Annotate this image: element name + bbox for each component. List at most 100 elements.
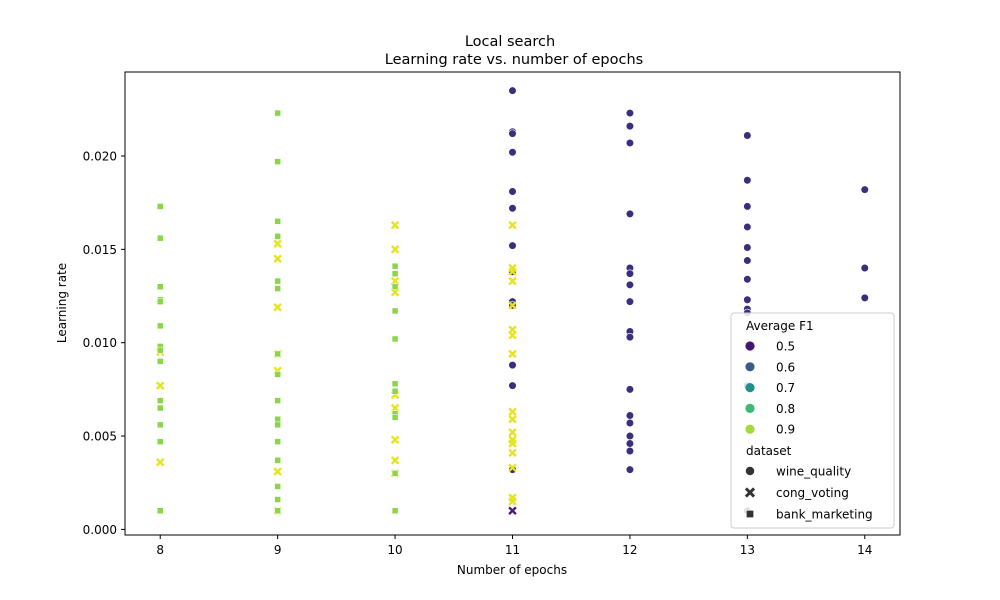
y-tick-label: 0.005 (83, 430, 117, 444)
data-point-bank-marketing (156, 507, 164, 514)
data-point-cong-voting (508, 301, 517, 310)
data-point-wine-quality (625, 431, 635, 441)
data-point-bank-marketing (274, 218, 281, 225)
legend-box (730, 312, 895, 529)
data-point-bank-marketing (274, 350, 281, 358)
x-tick-label: 13 (740, 543, 755, 557)
chart-title: Local search (465, 34, 555, 50)
x-axis-label: Number of epochs (457, 563, 567, 577)
data-point-cong-voting (390, 456, 400, 465)
legend-style-title: dataset (746, 444, 792, 458)
data-point-bank-marketing (274, 507, 281, 514)
legend-hue-title: Average F1 (746, 319, 814, 333)
data-point-cong-voting (508, 276, 517, 286)
data-point-bank-marketing (274, 457, 281, 464)
legend-style-marker (744, 487, 756, 498)
data-point-wine-quality (508, 241, 517, 250)
data-point-bank-marketing (156, 421, 164, 429)
data-point-cong-voting (508, 220, 517, 230)
legend-style-marker (746, 510, 754, 518)
legend-hue-label: 0.8 (776, 402, 795, 416)
y-tick-label: 0.000 (83, 523, 117, 537)
data-point-bank-marketing (391, 283, 399, 290)
data-point-wine-quality (508, 129, 517, 138)
data-point-wine-quality (743, 131, 752, 140)
data-point-wine-quality (508, 465, 517, 474)
data-point-wine-quality (625, 418, 635, 428)
data-point-cong-voting (508, 267, 517, 277)
legend-style-label: bank_marketing (776, 508, 873, 522)
x-axis: 8 9 10 11 12 13 14 (156, 535, 872, 557)
data-point-wine-quality (625, 138, 635, 148)
data-point-bank-marketing (274, 233, 281, 240)
data-point-wine-quality (508, 86, 517, 95)
data-point-wine-quality (625, 411, 635, 420)
data-point-wine-quality (508, 187, 517, 196)
data-point-wine-quality (625, 269, 635, 278)
data-point-bank-marketing (391, 262, 399, 270)
legend-hue-label: 0.5 (776, 340, 795, 354)
data-point-bank-marketing (274, 371, 281, 378)
data-point-bank-marketing (274, 285, 281, 292)
x-tick-label: 8 (156, 543, 164, 557)
data-point-cong-voting (390, 403, 400, 413)
data-point-wine-quality (860, 263, 869, 273)
data-point-bank-marketing (274, 483, 281, 490)
legend-hue-label: 0.9 (776, 423, 795, 437)
data-point-bank-marketing (274, 496, 281, 503)
data-point-bank-marketing (391, 414, 399, 421)
data-point-cong-voting (155, 457, 165, 467)
data-point-wine-quality (625, 385, 635, 394)
data-point-bank-marketing (274, 397, 281, 404)
data-point-wine-quality (625, 446, 635, 456)
legend-hue-label: 0.6 (776, 360, 795, 374)
data-point-wine-quality (625, 465, 635, 474)
data-point-cong-voting (273, 254, 282, 263)
legend-hue-swatch (745, 341, 755, 351)
data-point-bank-marketing (156, 234, 164, 242)
data-point-cong-voting (508, 448, 517, 458)
data-point-bank-marketing (156, 358, 164, 365)
data-point-cong-voting (508, 349, 517, 359)
data-point-wine-quality (625, 122, 635, 131)
data-point-bank-marketing (391, 335, 399, 343)
data-point-bank-marketing (156, 203, 164, 210)
data-point-wine-quality (625, 280, 635, 289)
y-tick-label: 0.010 (83, 336, 117, 350)
legend-style-label: cong_voting (776, 486, 849, 500)
data-point-bank-marketing (274, 438, 281, 445)
data-point-cong-voting (508, 415, 517, 424)
data-point-bank-marketing (391, 470, 399, 477)
y-tick-label: 0.020 (83, 150, 117, 164)
data-point-cong-voting (508, 506, 517, 515)
data-point-cong-voting (390, 288, 400, 297)
data-point-bank-marketing (156, 322, 164, 330)
data-point-cong-voting (390, 220, 400, 230)
data-point-wine-quality (860, 185, 869, 194)
data-point-wine-quality (625, 297, 635, 306)
legend: Average F1 0.5 0.6 0.7 0.8 0.9 dataset wine_… (730, 312, 895, 529)
data-point-wine-quality (508, 381, 517, 390)
legend-hue-swatch (745, 403, 755, 413)
legend-hue-swatch (745, 383, 755, 393)
data-point-cong-voting (508, 330, 517, 340)
data-point-bank-marketing (156, 346, 164, 354)
chart-subtitle: Learning rate vs. number of epochs (385, 52, 643, 68)
data-point-wine-quality (625, 108, 635, 118)
data-point-bank-marketing (391, 380, 399, 388)
data-point-bank-marketing (274, 109, 281, 117)
data-point-cong-voting (155, 381, 165, 390)
data-point-bank-marketing (391, 270, 399, 277)
data-point-wine-quality (508, 204, 517, 213)
y-axis-label: Learning rate (55, 263, 69, 343)
data-point-cong-voting (273, 302, 282, 312)
data-point-wine-quality (860, 293, 869, 302)
data-point-bank-marketing (274, 416, 281, 423)
data-point-bank-marketing (156, 298, 164, 305)
data-point-bank-marketing (391, 307, 399, 315)
data-point-wine-quality (743, 243, 752, 252)
data-point-cong-voting (508, 428, 517, 437)
data-point-bank-marketing (391, 507, 399, 514)
data-point-wine-quality (508, 148, 517, 157)
